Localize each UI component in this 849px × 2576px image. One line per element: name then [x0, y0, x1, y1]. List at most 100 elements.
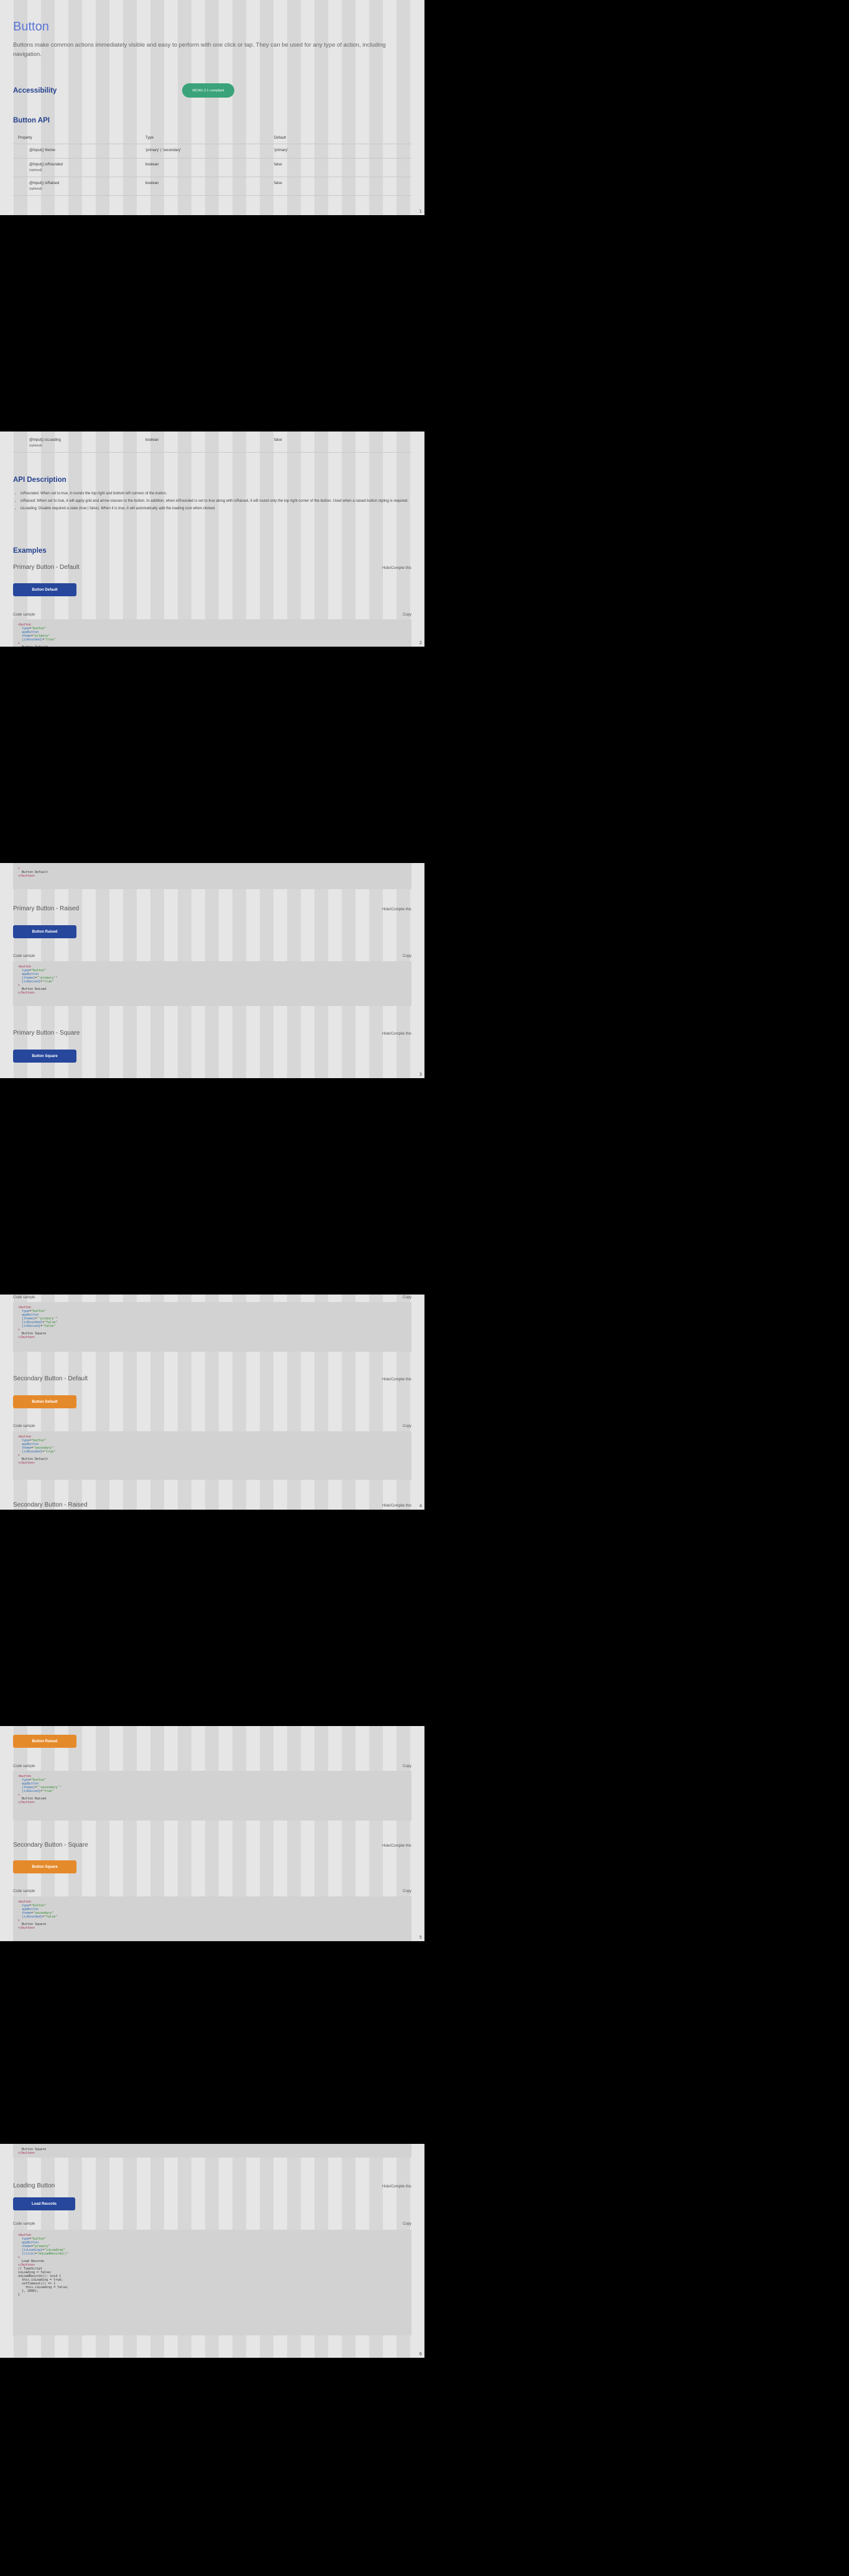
show-compiled-link[interactable]: Hide/Compile this	[382, 2185, 411, 2189]
page-number: 4	[419, 1503, 422, 1508]
primary-square-button[interactable]: Button Square	[13, 1050, 76, 1063]
code-line: Button Square	[18, 2148, 47, 2151]
code-line: [isRounded]="true"	[18, 638, 56, 642]
copy-button[interactable]: Copy	[402, 613, 411, 617]
table-cell-default: false	[274, 438, 282, 442]
primary-default-button[interactable]: Button Default	[13, 583, 76, 596]
code-line: onLoadRecords(): void {	[18, 2274, 62, 2278]
show-compiled-link[interactable]: Hide/Compile this	[382, 566, 411, 570]
page-5: Button Raised Code sample Copy <button t…	[0, 1726, 424, 1941]
code-line: type="button"	[18, 2237, 47, 2241]
code-line: type="button"	[18, 1439, 47, 1443]
show-compiled-link[interactable]: Hide/Compile this	[382, 1378, 411, 1382]
show-compiled-link[interactable]: Hide/Compile this	[382, 908, 411, 912]
code-sample-label: Code sample	[13, 954, 35, 958]
code-line: type="button"	[18, 1309, 47, 1313]
code-line: type="button"	[18, 1904, 47, 1908]
page-2: @Input() isLoading boolean false (option…	[0, 432, 424, 647]
table-cell-default: 'primary'	[274, 149, 288, 152]
accessibility-badge[interactable]: WCAG 2.1 compliant	[182, 83, 234, 98]
table-header: Property	[18, 136, 32, 140]
code-line: Button Raised	[18, 1797, 47, 1801]
secondary-raised-button[interactable]: Button Raised	[13, 1735, 76, 1748]
example-title: Primary Button - Square	[13, 1030, 80, 1036]
code-line: type="button"	[18, 1778, 47, 1782]
code-line: >	[18, 984, 21, 987]
api-heading: Button API	[13, 117, 50, 124]
show-compiled-link[interactable]: Hide/Compile this	[382, 1844, 411, 1848]
code-line: Button Default	[18, 645, 406, 647]
secondary-square-button[interactable]: Button Square	[13, 1860, 76, 1873]
copy-button[interactable]: Copy	[402, 954, 411, 958]
table-cell-type: boolean	[145, 163, 159, 167]
secondary-default-button[interactable]: Button Default	[13, 1395, 76, 1408]
code-block: <button type="button" appButton theme="s…	[13, 1896, 411, 1941]
code-line: type="button"	[18, 969, 47, 972]
code-block: <button type="button" appButton theme="p…	[13, 619, 411, 647]
code-sample-label: Code sample	[13, 1296, 35, 1300]
table-header: Type	[145, 136, 154, 140]
code-sample-label: Code sample	[13, 1424, 35, 1428]
table-row: @Input() isRounded boolean false (option…	[13, 159, 411, 177]
table-cell-default: false	[274, 163, 282, 167]
code-line: >	[18, 1328, 21, 1332]
code-line: appButton	[18, 630, 39, 634]
page-1: Button Buttons make common actions immed…	[0, 0, 424, 215]
copy-button[interactable]: Copy	[402, 1424, 411, 1428]
code-line: }	[18, 2293, 21, 2297]
page-number: 1	[419, 209, 422, 214]
copy-button[interactable]: Copy	[402, 2222, 411, 2226]
code-line: // TypeScript	[18, 2267, 43, 2271]
code-line: >	[18, 867, 21, 870]
example-title: Secondary Button - Default	[13, 1375, 88, 1382]
code-line: Button Default	[18, 1457, 48, 1461]
code-sample-label: Code sample	[13, 613, 35, 617]
code-line: }, 2000);	[18, 2289, 39, 2293]
code-line: Load Records	[18, 2260, 45, 2263]
code-line: this.isLoading = false;	[18, 2286, 69, 2289]
code-line: appButton	[18, 1908, 39, 1911]
api-table: Property Type Default @Input() theme 'pr…	[13, 132, 411, 196]
code-line: [theme]="'secondary'"	[18, 1786, 62, 1789]
code-line: [theme]="'primary'"	[18, 976, 58, 980]
table-header-row: Property Type Default	[13, 132, 411, 144]
code-line: [isRounded]="false"	[18, 1321, 58, 1324]
table-row: @Input() isLoading boolean false (option…	[13, 434, 411, 453]
copy-button[interactable]: Copy	[402, 1765, 411, 1768]
code-line: (click)="onLoadRecords()"	[18, 2252, 69, 2256]
code-block: > Button Default </button>	[13, 863, 411, 889]
code-line: type="button"	[18, 627, 47, 630]
table-header: Default	[274, 136, 287, 140]
code-block: <button type="button" appButton [theme]=…	[13, 1771, 411, 1821]
page-number: 2	[419, 640, 422, 645]
code-line: </button>	[18, 1801, 35, 1804]
load-records-button[interactable]: Load Records	[13, 2197, 75, 2210]
code-sample-label: Code sample	[13, 1890, 35, 1893]
code-line: <button	[18, 1775, 32, 1778]
code-block: Button Square </button>	[13, 2144, 411, 2158]
optional-label: (optional)	[29, 187, 42, 191]
page-number: 6	[419, 2352, 422, 2357]
code-line: Button Default	[18, 870, 48, 874]
show-compiled-link[interactable]: Hide/Compile this	[382, 1504, 411, 1508]
show-compiled-link[interactable]: Hide/Compile this	[382, 1032, 411, 1036]
primary-raised-button[interactable]: Button Raised	[13, 925, 76, 938]
table-cell-property: @Input() theme	[29, 149, 55, 152]
code-line: Button Square	[18, 1923, 47, 1926]
copy-button[interactable]: Copy	[402, 1296, 411, 1300]
table-cell-property: @Input() isLoading	[29, 438, 61, 442]
page-number: 5	[419, 1935, 422, 1940]
code-line: appButton	[18, 1443, 39, 1446]
code-line: [isLoading]="isLoading"	[18, 2248, 65, 2252]
copy-button[interactable]: Copy	[402, 1890, 411, 1893]
code-line: appButton	[18, 972, 39, 976]
code-line: [isRaised]="false"	[18, 1324, 56, 1328]
code-line: <button	[18, 2233, 32, 2237]
code-line: appButton	[18, 1782, 39, 1786]
page-lead: Buttons make common actions immediately …	[13, 42, 386, 58]
code-line: theme="primary"	[18, 2245, 50, 2248]
code-line: <button	[18, 965, 32, 969]
code-line: <button	[18, 1306, 32, 1309]
api-description-list: isRounded: When set to true, it rounds t…	[21, 491, 411, 514]
api-table-continued: @Input() isLoading boolean false (option…	[13, 434, 411, 453]
